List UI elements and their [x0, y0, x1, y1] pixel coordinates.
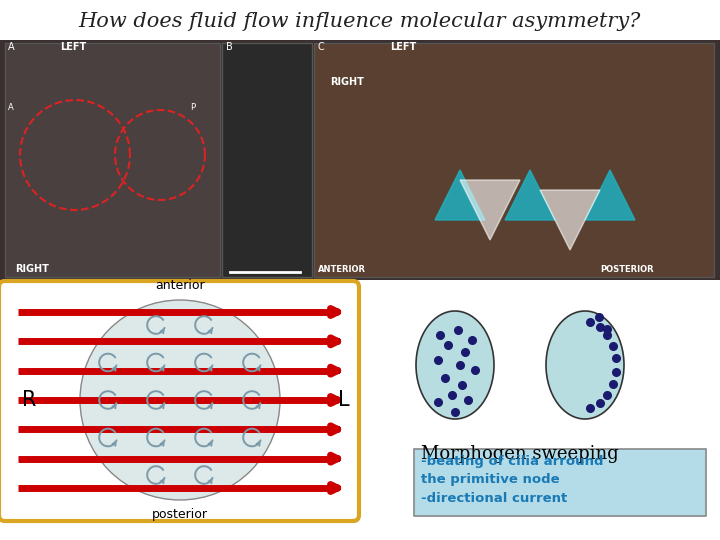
Polygon shape — [505, 170, 555, 220]
Text: posterior: posterior — [152, 508, 208, 521]
FancyBboxPatch shape — [314, 43, 714, 277]
Text: A: A — [8, 103, 14, 112]
Text: RIGHT: RIGHT — [15, 264, 49, 274]
Ellipse shape — [546, 311, 624, 419]
Text: LEFT: LEFT — [60, 42, 86, 52]
FancyBboxPatch shape — [0, 40, 720, 280]
Text: LEFT: LEFT — [390, 42, 416, 52]
Text: POSTERIOR: POSTERIOR — [600, 265, 654, 274]
Text: P: P — [190, 103, 195, 112]
Text: anterior: anterior — [156, 279, 204, 292]
Text: R: R — [22, 390, 37, 410]
FancyBboxPatch shape — [0, 281, 359, 521]
Polygon shape — [540, 190, 600, 250]
Text: RIGHT: RIGHT — [330, 77, 364, 87]
Polygon shape — [460, 180, 520, 240]
Ellipse shape — [416, 311, 494, 419]
Text: Morphogen sweeping: Morphogen sweeping — [421, 445, 619, 463]
Text: -beating of cilia arround
the primitive node
-directional current: -beating of cilia arround the primitive … — [421, 455, 603, 505]
Polygon shape — [585, 170, 635, 220]
Text: B: B — [226, 42, 233, 52]
Text: ANTERIOR: ANTERIOR — [318, 265, 366, 274]
Text: L: L — [338, 390, 350, 410]
FancyBboxPatch shape — [5, 43, 220, 277]
Circle shape — [80, 300, 280, 500]
FancyBboxPatch shape — [222, 43, 312, 277]
Text: A: A — [8, 42, 14, 52]
FancyBboxPatch shape — [414, 449, 706, 516]
Text: C: C — [318, 42, 325, 52]
Text: How does fluid flow influence molecular asymmetry?: How does fluid flow influence molecular … — [78, 12, 642, 31]
Polygon shape — [435, 170, 485, 220]
